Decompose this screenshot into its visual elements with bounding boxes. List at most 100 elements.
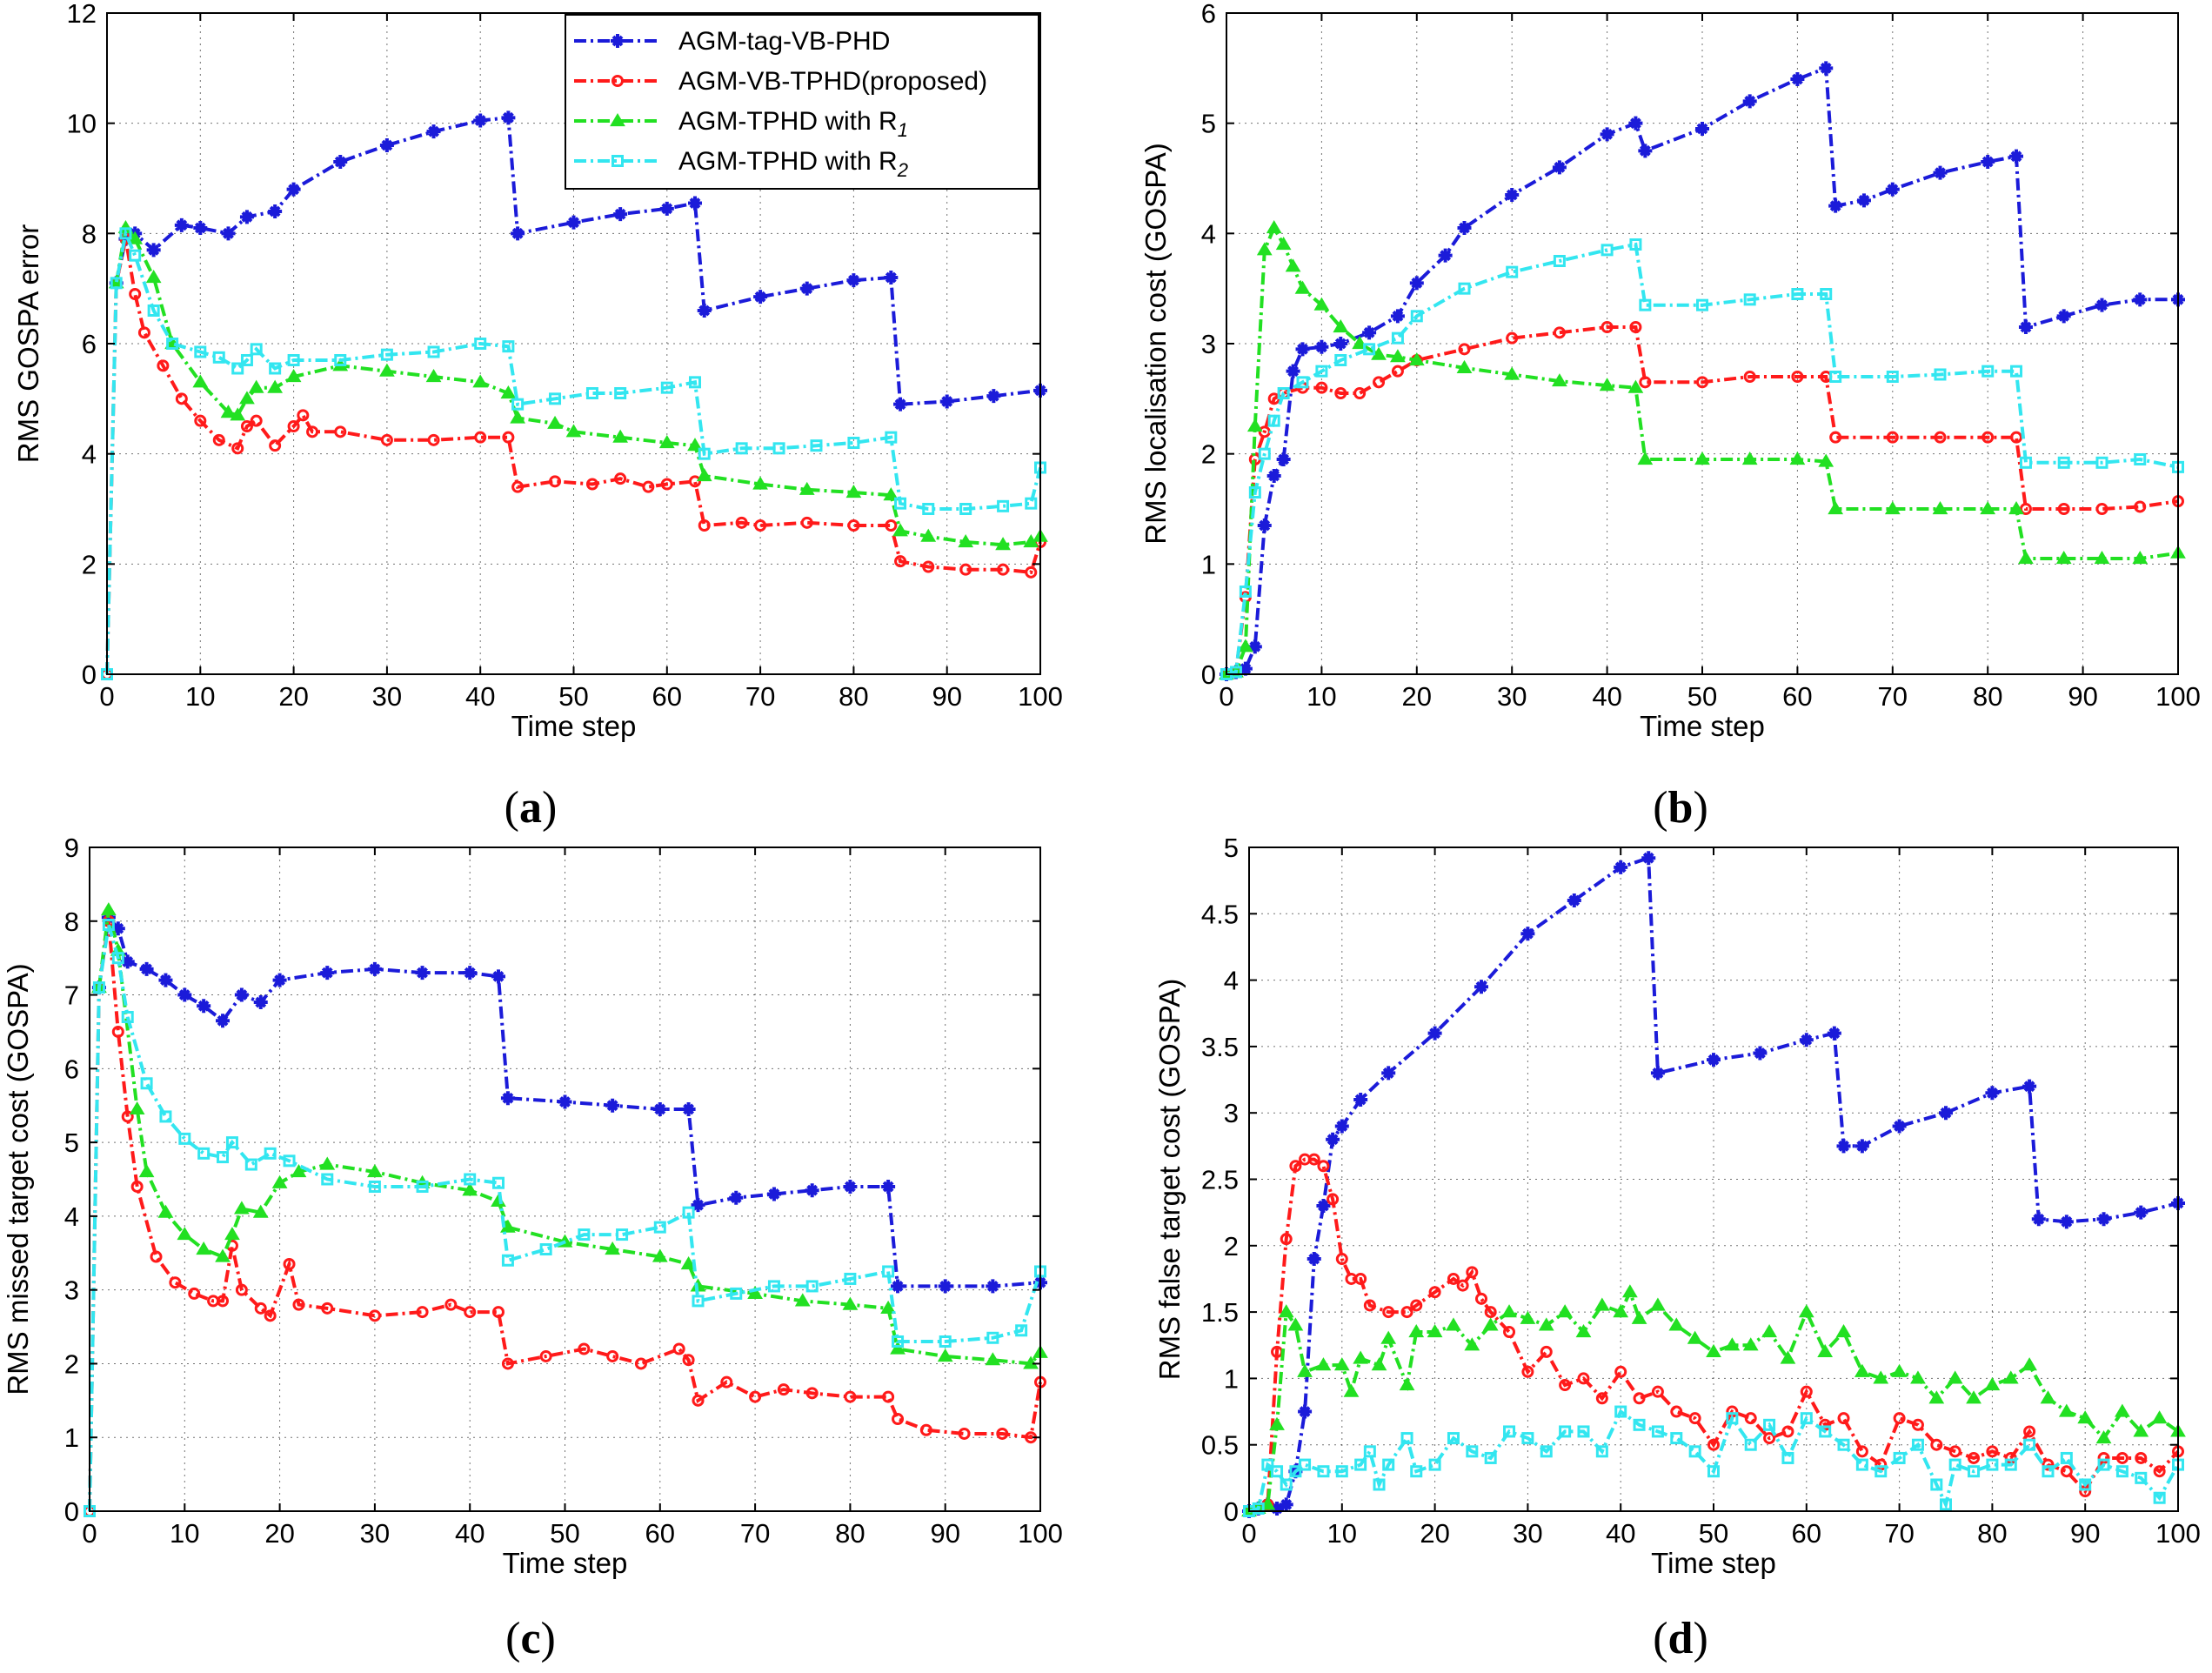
data-point [996, 1427, 1009, 1440]
data-point [2096, 1212, 2111, 1227]
data-point [1575, 1324, 1592, 1338]
data-point [1932, 501, 1948, 515]
data-point [221, 226, 236, 241]
data-point [2115, 1403, 2130, 1417]
data-point [1947, 1370, 1963, 1384]
data-point [2095, 1430, 2112, 1444]
data-point [1334, 1119, 1349, 1134]
data-point [1911, 1438, 1924, 1451]
data-point [1948, 1458, 1961, 1471]
x-tick-label: 10 [170, 1518, 199, 1549]
x-tick-label: 100 [2155, 681, 2201, 712]
data-point [883, 487, 899, 501]
data-point [472, 374, 489, 388]
data-point [1400, 1306, 1413, 1319]
data-point [1286, 364, 1300, 378]
data-point [1239, 586, 1252, 598]
x-tick-label: 90 [2068, 681, 2097, 712]
data-point [995, 537, 1011, 551]
data-point [1447, 1432, 1460, 1445]
data-point [2079, 1478, 2092, 1491]
x-tick-label: 60 [1792, 1518, 1821, 1549]
data-point [157, 359, 170, 372]
data-point [585, 387, 598, 399]
data-point [938, 1279, 952, 1294]
data-point [1651, 1385, 1664, 1398]
legend-entry: AGM-TPHD with R2 [574, 147, 908, 181]
data-point [847, 437, 860, 449]
data-point [1601, 244, 1614, 257]
data-point [1466, 1266, 1479, 1279]
x-tick-label: 80 [1973, 681, 2002, 712]
data-point [196, 1241, 212, 1255]
data-point [1650, 1066, 1665, 1081]
data-point [612, 429, 629, 443]
data-point [1317, 1465, 1330, 1478]
data-point [239, 210, 254, 224]
data-point [1875, 1458, 1888, 1471]
data-point [1506, 331, 1519, 345]
data-point [1229, 666, 1242, 679]
data-point [1354, 1458, 1367, 1471]
data-point [1641, 851, 1656, 866]
data-point [1875, 1465, 1888, 1478]
data-point [614, 472, 627, 485]
data-point [2019, 503, 2032, 515]
data-point [1316, 1199, 1331, 1214]
data-point [2058, 1403, 2075, 1417]
data-point [1295, 342, 1310, 357]
data-point [799, 281, 814, 296]
data-point [1559, 1425, 1572, 1438]
panel-label: (d) [1653, 1614, 1708, 1663]
data-point [1639, 298, 1652, 311]
data-point [175, 392, 188, 405]
data-point [111, 952, 124, 965]
data-point [166, 338, 179, 350]
data-point [1668, 1317, 1685, 1331]
data-point [747, 1285, 763, 1300]
data-point [893, 397, 908, 412]
data-point [147, 304, 160, 317]
data-point [491, 1176, 505, 1189]
data-point [1934, 368, 1947, 381]
data-point [1278, 1304, 1294, 1318]
series-line [1226, 242, 2179, 676]
data-point [1599, 378, 1615, 391]
y-tick-label: 8 [82, 218, 97, 249]
data-point [1763, 1432, 1776, 1445]
data-point [894, 497, 907, 510]
data-point [1629, 238, 1642, 251]
data-point [1614, 1365, 1627, 1378]
data-point [845, 485, 862, 499]
data-point [111, 1025, 124, 1038]
legend-box [565, 14, 1039, 190]
data-point [1382, 1458, 1395, 1471]
data-point [1267, 414, 1280, 427]
data-point [367, 961, 382, 976]
data-point [2134, 1205, 2149, 1220]
data-point [250, 414, 263, 427]
data-point [416, 1180, 429, 1193]
data-point [634, 1357, 647, 1370]
data-point [1025, 497, 1038, 510]
data-point [1504, 366, 1520, 380]
data-point [1827, 1026, 1841, 1041]
data-point [1627, 379, 1644, 393]
y-tick-label: 2 [1224, 1231, 1239, 1261]
y-tick-label: 9 [64, 833, 79, 863]
data-point [150, 1250, 163, 1263]
data-point [287, 420, 300, 432]
legend-label: AGM-TPHD with R1 [678, 107, 908, 141]
data-point [1409, 276, 1424, 291]
data-point [177, 1227, 193, 1241]
data-point [1694, 452, 1710, 465]
data-point [129, 288, 142, 300]
data-point [922, 503, 935, 515]
data-point [844, 1390, 857, 1403]
data-point [1835, 1324, 1852, 1338]
data-point [334, 354, 347, 366]
series-2 [91, 902, 1048, 1369]
data-point [1614, 860, 1628, 874]
data-point [145, 270, 162, 284]
data-point [2132, 551, 2149, 565]
